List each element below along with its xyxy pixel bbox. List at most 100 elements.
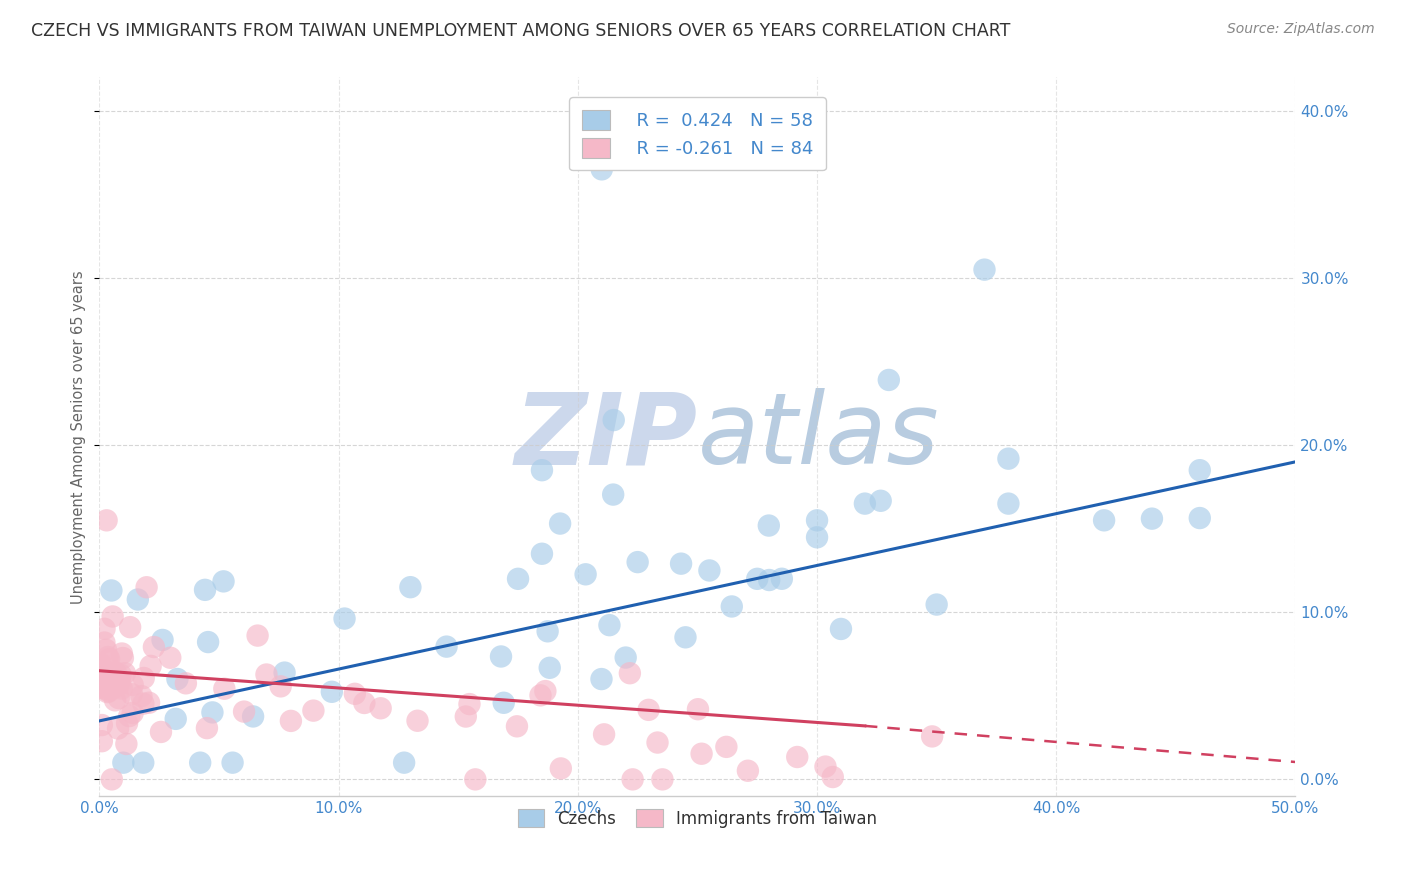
Point <box>132 697 155 711</box>
Point <box>530 463 553 477</box>
Point <box>973 262 995 277</box>
Point <box>104 681 127 695</box>
Point <box>699 564 721 578</box>
Point <box>174 676 197 690</box>
Point <box>529 689 551 703</box>
Point <box>221 756 243 770</box>
Point <box>270 679 292 693</box>
Point <box>548 516 571 531</box>
Point <box>97 650 120 665</box>
Point <box>94 681 117 696</box>
Point <box>814 759 837 773</box>
Point <box>758 518 780 533</box>
Point <box>104 665 127 680</box>
Text: CZECH VS IMMIGRANTS FROM TAIWAN UNEMPLOYMENT AMONG SENIORS OVER 65 YEARS CORRELA: CZECH VS IMMIGRANTS FROM TAIWAN UNEMPLOY… <box>31 22 1011 40</box>
Point <box>91 661 114 675</box>
Point <box>110 668 132 682</box>
Point <box>138 696 160 710</box>
Point <box>108 673 131 687</box>
Point <box>91 667 114 681</box>
Point <box>1188 511 1211 525</box>
Point <box>98 652 121 666</box>
Point <box>98 679 121 693</box>
Point <box>550 761 572 775</box>
Legend: Czechs, Immigrants from Taiwan: Czechs, Immigrants from Taiwan <box>510 803 884 835</box>
Point <box>370 701 392 715</box>
Point <box>598 618 620 632</box>
Y-axis label: Unemployment Among Seniors over 65 years: Unemployment Among Seniors over 65 years <box>72 270 86 604</box>
Point <box>921 730 943 744</box>
Point <box>127 592 149 607</box>
Point <box>591 162 613 177</box>
Point <box>111 647 134 661</box>
Point <box>747 572 769 586</box>
Point <box>651 772 673 787</box>
Point <box>575 567 598 582</box>
Point <box>436 640 458 654</box>
Point <box>91 670 114 684</box>
Point <box>120 620 142 634</box>
Point <box>96 685 118 699</box>
Point <box>194 582 217 597</box>
Point <box>786 750 808 764</box>
Point <box>1188 463 1211 477</box>
Point <box>591 672 613 686</box>
Point <box>669 557 692 571</box>
Point <box>121 687 143 701</box>
Point <box>464 772 486 787</box>
Point <box>118 709 141 723</box>
Point <box>93 622 115 636</box>
Point <box>212 574 235 589</box>
Point <box>737 764 759 778</box>
Point <box>530 547 553 561</box>
Point <box>614 650 637 665</box>
Point <box>121 678 143 692</box>
Point <box>246 629 269 643</box>
Point <box>302 704 325 718</box>
Point <box>758 573 780 587</box>
Point <box>114 666 136 681</box>
Point <box>603 413 626 427</box>
Point <box>458 697 481 711</box>
Point <box>101 609 124 624</box>
Point <box>108 678 131 692</box>
Point <box>619 666 641 681</box>
Text: Source: ZipAtlas.com: Source: ZipAtlas.com <box>1227 22 1375 37</box>
Point <box>925 598 948 612</box>
Point <box>821 770 844 784</box>
Point <box>675 630 697 644</box>
Point <box>121 706 143 720</box>
Point <box>877 373 900 387</box>
Point <box>195 721 218 735</box>
Point <box>197 635 219 649</box>
Point <box>593 727 616 741</box>
Point <box>806 530 828 544</box>
Point <box>869 493 891 508</box>
Point <box>93 635 115 649</box>
Point <box>131 689 153 703</box>
Point <box>256 667 278 681</box>
Point <box>997 497 1019 511</box>
Point <box>536 624 558 639</box>
Point <box>602 487 624 501</box>
Point <box>627 555 650 569</box>
Point <box>188 756 211 770</box>
Point <box>152 632 174 647</box>
Point <box>90 681 112 695</box>
Point <box>166 672 188 686</box>
Point <box>107 722 129 736</box>
Point <box>321 685 343 699</box>
Point <box>806 513 828 527</box>
Point <box>534 684 557 698</box>
Point <box>506 719 529 733</box>
Point <box>333 611 356 625</box>
Point <box>853 497 876 511</box>
Point <box>770 572 793 586</box>
Point <box>353 696 375 710</box>
Point <box>637 703 659 717</box>
Point <box>132 756 155 770</box>
Point <box>165 712 187 726</box>
Point <box>115 716 138 731</box>
Point <box>142 640 165 654</box>
Point <box>90 734 112 748</box>
